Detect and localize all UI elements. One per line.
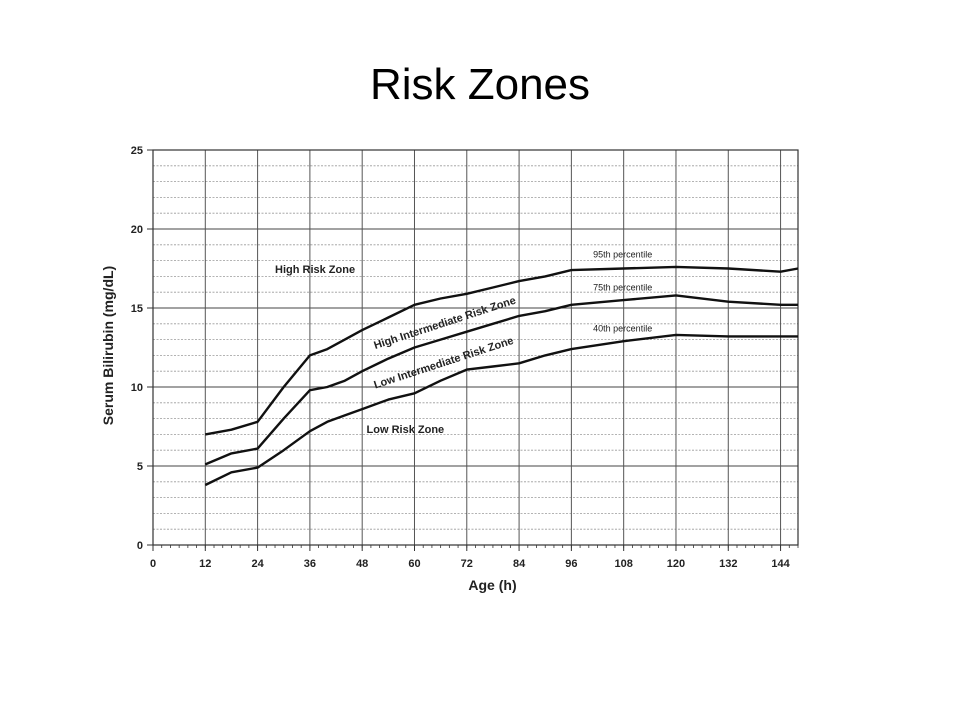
y-axis-label: Serum Bilirubin (mg/dL) — [100, 266, 116, 425]
percentile-line-3 — [204, 333, 798, 487]
y-tick-label: 15 — [131, 303, 143, 315]
percentile-label: 40th percentile — [593, 324, 652, 334]
percentile-labels: 95th percentile 75th percentile 40th perce… — [593, 249, 652, 333]
x-tick-label: 96 — [565, 558, 577, 570]
y-tick-label: 5 — [137, 461, 143, 473]
x-tick-label: 120 — [667, 558, 685, 570]
x-axis-label: Age (h) — [468, 577, 516, 593]
x-tick-label: 0 — [150, 558, 156, 570]
x-tick-label: 12 — [199, 558, 211, 570]
slide-title: Risk Zones — [369, 60, 591, 109]
y-tick-label: 25 — [131, 145, 143, 157]
zone-label: High Risk Zone — [275, 264, 355, 276]
x-axis-ticks: 0 12 24 36 48 60 72 84 96 108 120 132 144 — [150, 545, 799, 570]
percentile-line-2 — [204, 294, 798, 466]
y-tick-label: 0 — [137, 540, 143, 552]
x-tick-label: 108 — [614, 558, 632, 570]
x-tick-label: 60 — [408, 558, 420, 570]
x-tick-label: 132 — [719, 558, 737, 570]
percentile-label: 95th percentile — [593, 249, 652, 259]
percentile-label: 75th percentile — [593, 283, 652, 293]
percentile-lines — [204, 265, 799, 487]
x-tick-label: 72 — [461, 558, 473, 570]
x-tick-label: 36 — [304, 558, 316, 570]
x-tick-label: 144 — [771, 558, 790, 570]
zone-label: Low Risk Zone — [367, 424, 445, 436]
y-tick-label: 20 — [131, 224, 143, 236]
percentile-line-1 — [205, 265, 799, 436]
y-tick-label: 10 — [131, 382, 143, 394]
x-tick-label: 24 — [251, 558, 264, 570]
x-tick-label: 84 — [513, 558, 526, 570]
y-axis-ticks: 0 5 10 15 20 25 — [131, 145, 153, 552]
x-tick-label: 48 — [356, 558, 368, 570]
